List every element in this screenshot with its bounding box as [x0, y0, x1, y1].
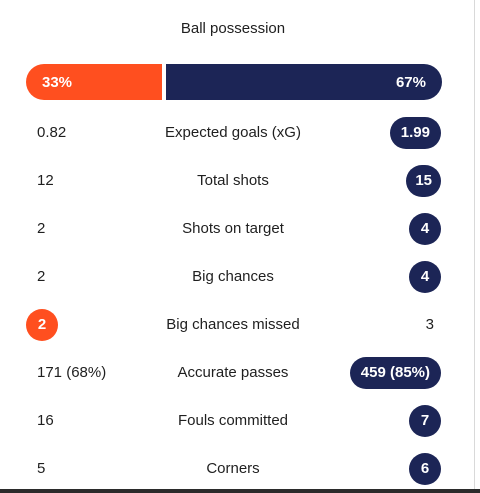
possession-bar: 33% 67%: [26, 64, 442, 100]
possession-home-segment: 33%: [26, 64, 162, 100]
stat-row-big-chances: 2 Big chances 4: [0, 253, 466, 301]
stat-label: Fouls committed: [177, 412, 289, 429]
home-value: 2: [37, 268, 46, 285]
stat-row-shots-on-target: 2 Shots on target 4: [0, 205, 466, 253]
away-value-badge: 6: [409, 453, 441, 485]
away-value-badge: 4: [409, 261, 441, 293]
stat-row-corners: 5 Corners 6: [0, 445, 466, 493]
stat-label: Big chances: [192, 268, 274, 285]
away-value-badge: 1.99: [389, 117, 441, 149]
home-value: 5: [37, 460, 46, 477]
away-value-badge: 15: [406, 165, 441, 197]
scroll-edge-divider: [474, 0, 475, 489]
stat-list: 0.82 Expected goals (xG) 1.99 12 Total s…: [0, 109, 466, 493]
home-value: 171 (68%): [37, 364, 107, 381]
bottom-edge-bar: [0, 489, 480, 493]
home-value: 12: [37, 172, 54, 189]
stat-label: Big chances missed: [166, 316, 300, 333]
stat-label: Shots on target: [182, 220, 284, 237]
away-value-badge: 4: [409, 213, 441, 245]
possession-away-segment: 67%: [166, 64, 442, 100]
stat-label: Corners: [206, 460, 260, 477]
stat-row-accurate-passes: 171 (68%) Accurate passes 459 (85%): [0, 349, 466, 397]
possession-divider: [162, 64, 166, 100]
away-value-badge: 459 (85%): [349, 357, 441, 389]
away-value-badge: 7: [409, 405, 441, 437]
stat-label: Expected goals (xG): [165, 124, 301, 141]
home-value: 16: [37, 412, 54, 429]
home-value: 0.82: [37, 124, 67, 141]
away-value: 3: [425, 316, 434, 333]
stat-row-big-chances-missed: 2 Big chances missed 3: [0, 301, 466, 349]
stat-row-fouls-committed: 16 Fouls committed 7: [0, 397, 466, 445]
stat-row-expected-goals: 0.82 Expected goals (xG) 1.99: [0, 109, 466, 157]
home-value-badge: 2: [26, 309, 58, 341]
match-stats-panel: Ball possession 33% 67% 0.82 Expected go…: [26, 20, 442, 485]
home-value: 2: [37, 220, 46, 237]
stat-row-total-shots: 12 Total shots 15: [0, 157, 466, 205]
possession-title: Ball possession: [180, 20, 286, 37]
stat-label: Accurate passes: [177, 364, 289, 381]
stat-label: Total shots: [197, 172, 269, 189]
